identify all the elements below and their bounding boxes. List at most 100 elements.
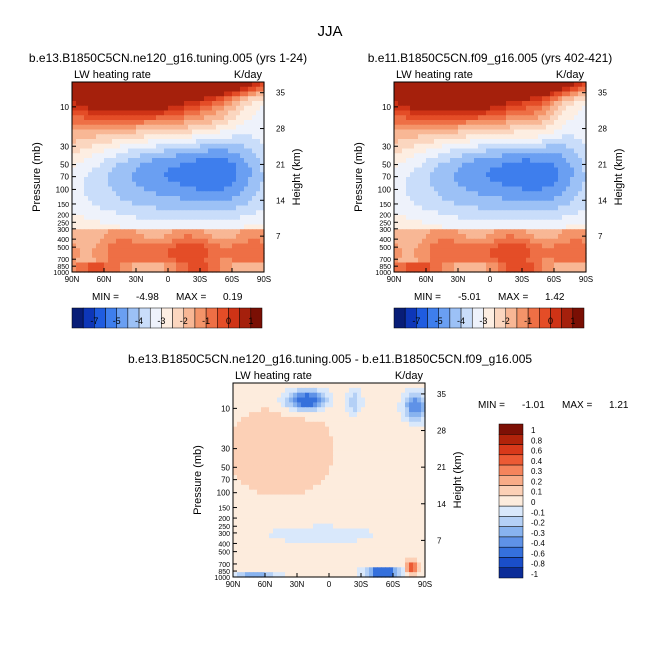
field-cell [417, 387, 422, 394]
field-cell [245, 392, 250, 399]
field-cell [538, 158, 543, 164]
field-cell [301, 441, 306, 447]
field-cell [410, 186, 415, 192]
field-cell [325, 455, 330, 462]
field-cell [184, 86, 189, 93]
field-cell [550, 115, 555, 121]
field-cell [88, 105, 93, 112]
field-cell [502, 253, 507, 259]
field-cell [405, 441, 410, 447]
field-cell [401, 475, 406, 481]
field-cell [176, 181, 181, 188]
field-cell [494, 262, 499, 268]
field-cell [220, 234, 225, 240]
field-cell [534, 148, 539, 154]
field-cell [554, 238, 559, 245]
field-cell [204, 177, 209, 183]
field-cell [152, 219, 157, 226]
field-cell [240, 257, 245, 264]
field-cell [184, 181, 189, 188]
field-cell [538, 191, 543, 197]
field-cell [341, 387, 346, 394]
field-cell [180, 110, 185, 116]
field-cell [80, 253, 85, 259]
field-cell [160, 162, 165, 169]
field-cell [124, 224, 129, 230]
field-cell [136, 120, 141, 126]
field-cell [289, 431, 294, 437]
field-cell [466, 153, 471, 159]
field-cell [418, 82, 423, 88]
field-cell [570, 229, 575, 235]
field-cell [124, 238, 129, 245]
field-cell [558, 172, 563, 178]
field-cell [289, 397, 294, 403]
field-cell [216, 129, 221, 135]
field-cell [84, 172, 89, 178]
field-cell [84, 124, 89, 131]
field-cell [466, 143, 471, 150]
y-tick-label: 200 [57, 212, 69, 219]
field-cell [414, 210, 419, 216]
field-cell [413, 455, 418, 462]
field-cell [446, 210, 451, 216]
field-cell [244, 191, 249, 197]
field-cell [252, 243, 257, 249]
field-cell [172, 181, 177, 188]
field-cell [410, 234, 415, 240]
field-cell [442, 115, 447, 121]
field-cell [397, 397, 402, 403]
field-cell [128, 267, 133, 273]
field-cell [506, 105, 511, 112]
field-cell [482, 219, 487, 226]
field-cell [494, 248, 499, 254]
field-cell [220, 196, 225, 202]
field-cell [120, 224, 125, 230]
field-cell [570, 200, 575, 207]
field-cell [256, 120, 261, 126]
colorbar-label: -2 [502, 316, 510, 326]
field-cell [377, 387, 382, 394]
field-cell [224, 234, 229, 240]
field-cell [244, 238, 249, 245]
field-cell [172, 82, 177, 88]
field-cell [566, 234, 571, 240]
field-cell [345, 460, 350, 467]
field-cell [196, 224, 201, 230]
field-cell [373, 407, 378, 413]
field-cell [256, 196, 261, 202]
field-cell [265, 465, 270, 471]
field-cell [369, 416, 374, 423]
field-cell [494, 196, 499, 202]
field-cell [341, 416, 346, 423]
field-cell [578, 86, 583, 93]
field-cell [124, 96, 129, 102]
field-cell [321, 426, 326, 433]
field-cell [128, 181, 133, 188]
field-cell [417, 470, 422, 476]
field-cell [237, 436, 242, 442]
field-cell [438, 96, 443, 102]
field-cell [402, 124, 407, 131]
field-cell [401, 412, 406, 418]
field-cell [84, 143, 89, 150]
field-cell [80, 215, 85, 221]
field-cell [72, 148, 77, 154]
field-cell [510, 238, 515, 245]
field-cell [273, 470, 278, 476]
field-cell [172, 105, 177, 112]
field-cell [566, 82, 571, 88]
field-cell [333, 392, 338, 399]
field-cell [406, 234, 411, 240]
field-cell [389, 392, 394, 399]
field-cell [490, 191, 495, 197]
field-cell [381, 426, 386, 433]
field-cell [385, 450, 390, 457]
field-cell [389, 441, 394, 447]
field-cell [281, 450, 286, 457]
field-cell [578, 101, 583, 107]
field-cell [112, 196, 117, 202]
field-cell [240, 224, 245, 230]
field-cell [498, 96, 503, 102]
field-cell [277, 460, 282, 467]
